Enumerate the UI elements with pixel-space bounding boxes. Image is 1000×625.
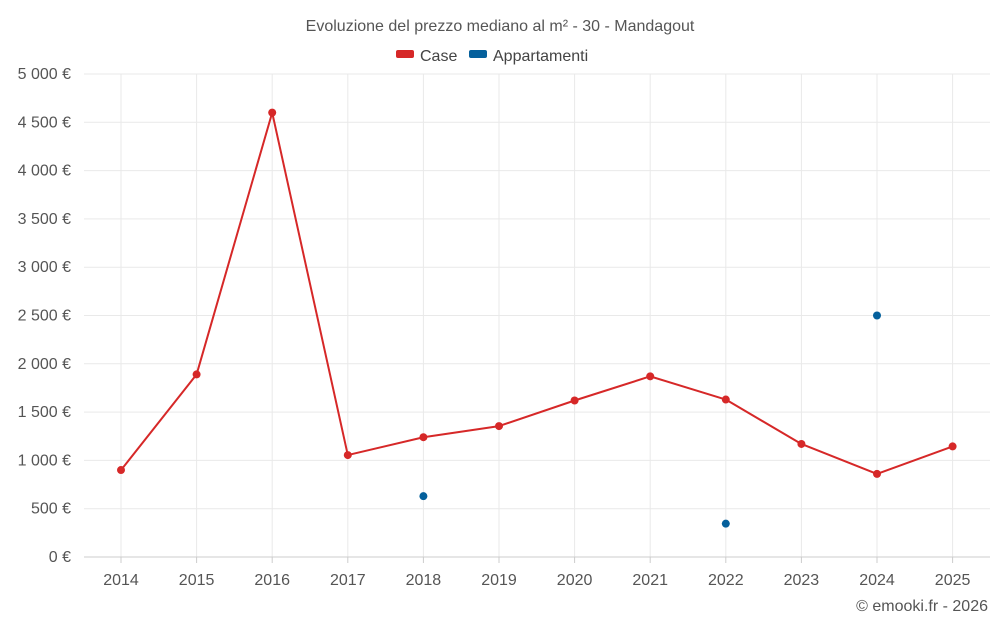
- y-tick-label: 4 000 €: [18, 163, 71, 180]
- x-tick-label: 2022: [708, 572, 744, 589]
- legend-label-appartamenti: Appartamenti: [493, 48, 588, 65]
- y-tick-label: 3 500 €: [18, 211, 71, 228]
- x-tick-label: 2017: [330, 572, 366, 589]
- x-tick-label: 2024: [859, 572, 895, 589]
- credit-text: © emooki.fr - 2026: [856, 598, 988, 615]
- chart-title: Evoluzione del prezzo mediano al m² - 30…: [306, 18, 695, 35]
- data-point-case[interactable]: [646, 372, 655, 381]
- data-point-case[interactable]: [948, 442, 957, 451]
- series-layer: [117, 108, 957, 528]
- data-point-case[interactable]: [721, 395, 730, 404]
- y-tick-label: 3 000 €: [18, 259, 71, 276]
- x-tick-label: 2025: [935, 572, 971, 589]
- data-point-appartamenti[interactable]: [419, 492, 428, 501]
- y-tick-label: 2 500 €: [18, 308, 71, 325]
- legend-label-case: Case: [420, 48, 457, 65]
- data-point-case[interactable]: [873, 469, 881, 478]
- y-tick-label: 5 000 €: [18, 66, 71, 83]
- grid: [84, 73, 990, 557]
- data-point-case[interactable]: [797, 439, 806, 448]
- y-tick-label: 1 500 €: [18, 404, 71, 421]
- y-tick-label: 2 000 €: [18, 356, 71, 373]
- data-point-case[interactable]: [192, 370, 201, 379]
- axes: 0 € 500 € 1 000 € 1 500 € 2 000 € 2 500 € 3 00…: [18, 66, 990, 589]
- data-point-case[interactable]: [495, 422, 503, 431]
- x-tick-label: 2020: [557, 572, 593, 589]
- x-tick-label: 2015: [179, 572, 215, 589]
- data-point-case[interactable]: [419, 433, 428, 442]
- data-point-appartamenti[interactable]: [873, 311, 881, 320]
- x-tick-label: 2021: [632, 572, 668, 589]
- y-tick-label: 4 500 €: [18, 114, 71, 131]
- legend: Case Appartamenti: [396, 48, 588, 65]
- x-tick-label: 2014: [103, 572, 139, 589]
- data-point-appartamenti[interactable]: [721, 519, 730, 528]
- y-tick-label: 0 €: [49, 549, 71, 566]
- y-tick-label: 500 €: [31, 501, 71, 518]
- legend-item-appartamenti[interactable]: Appartamenti: [469, 48, 588, 65]
- data-point-case[interactable]: [343, 451, 352, 460]
- data-point-case[interactable]: [268, 108, 277, 117]
- data-point-case[interactable]: [570, 396, 579, 405]
- legend-swatch-appartamenti: [469, 50, 487, 58]
- legend-swatch-case: [396, 50, 414, 58]
- data-point-case[interactable]: [117, 466, 125, 475]
- x-tick-label: 2023: [784, 572, 820, 589]
- y-tick-label: 1 000 €: [18, 452, 71, 469]
- x-tick-label: 2019: [481, 572, 517, 589]
- x-tick-label: 2016: [254, 572, 290, 589]
- series-line-case: [120, 111, 954, 475]
- legend-item-case[interactable]: Case: [396, 48, 457, 65]
- x-tick-label: 2018: [406, 572, 442, 589]
